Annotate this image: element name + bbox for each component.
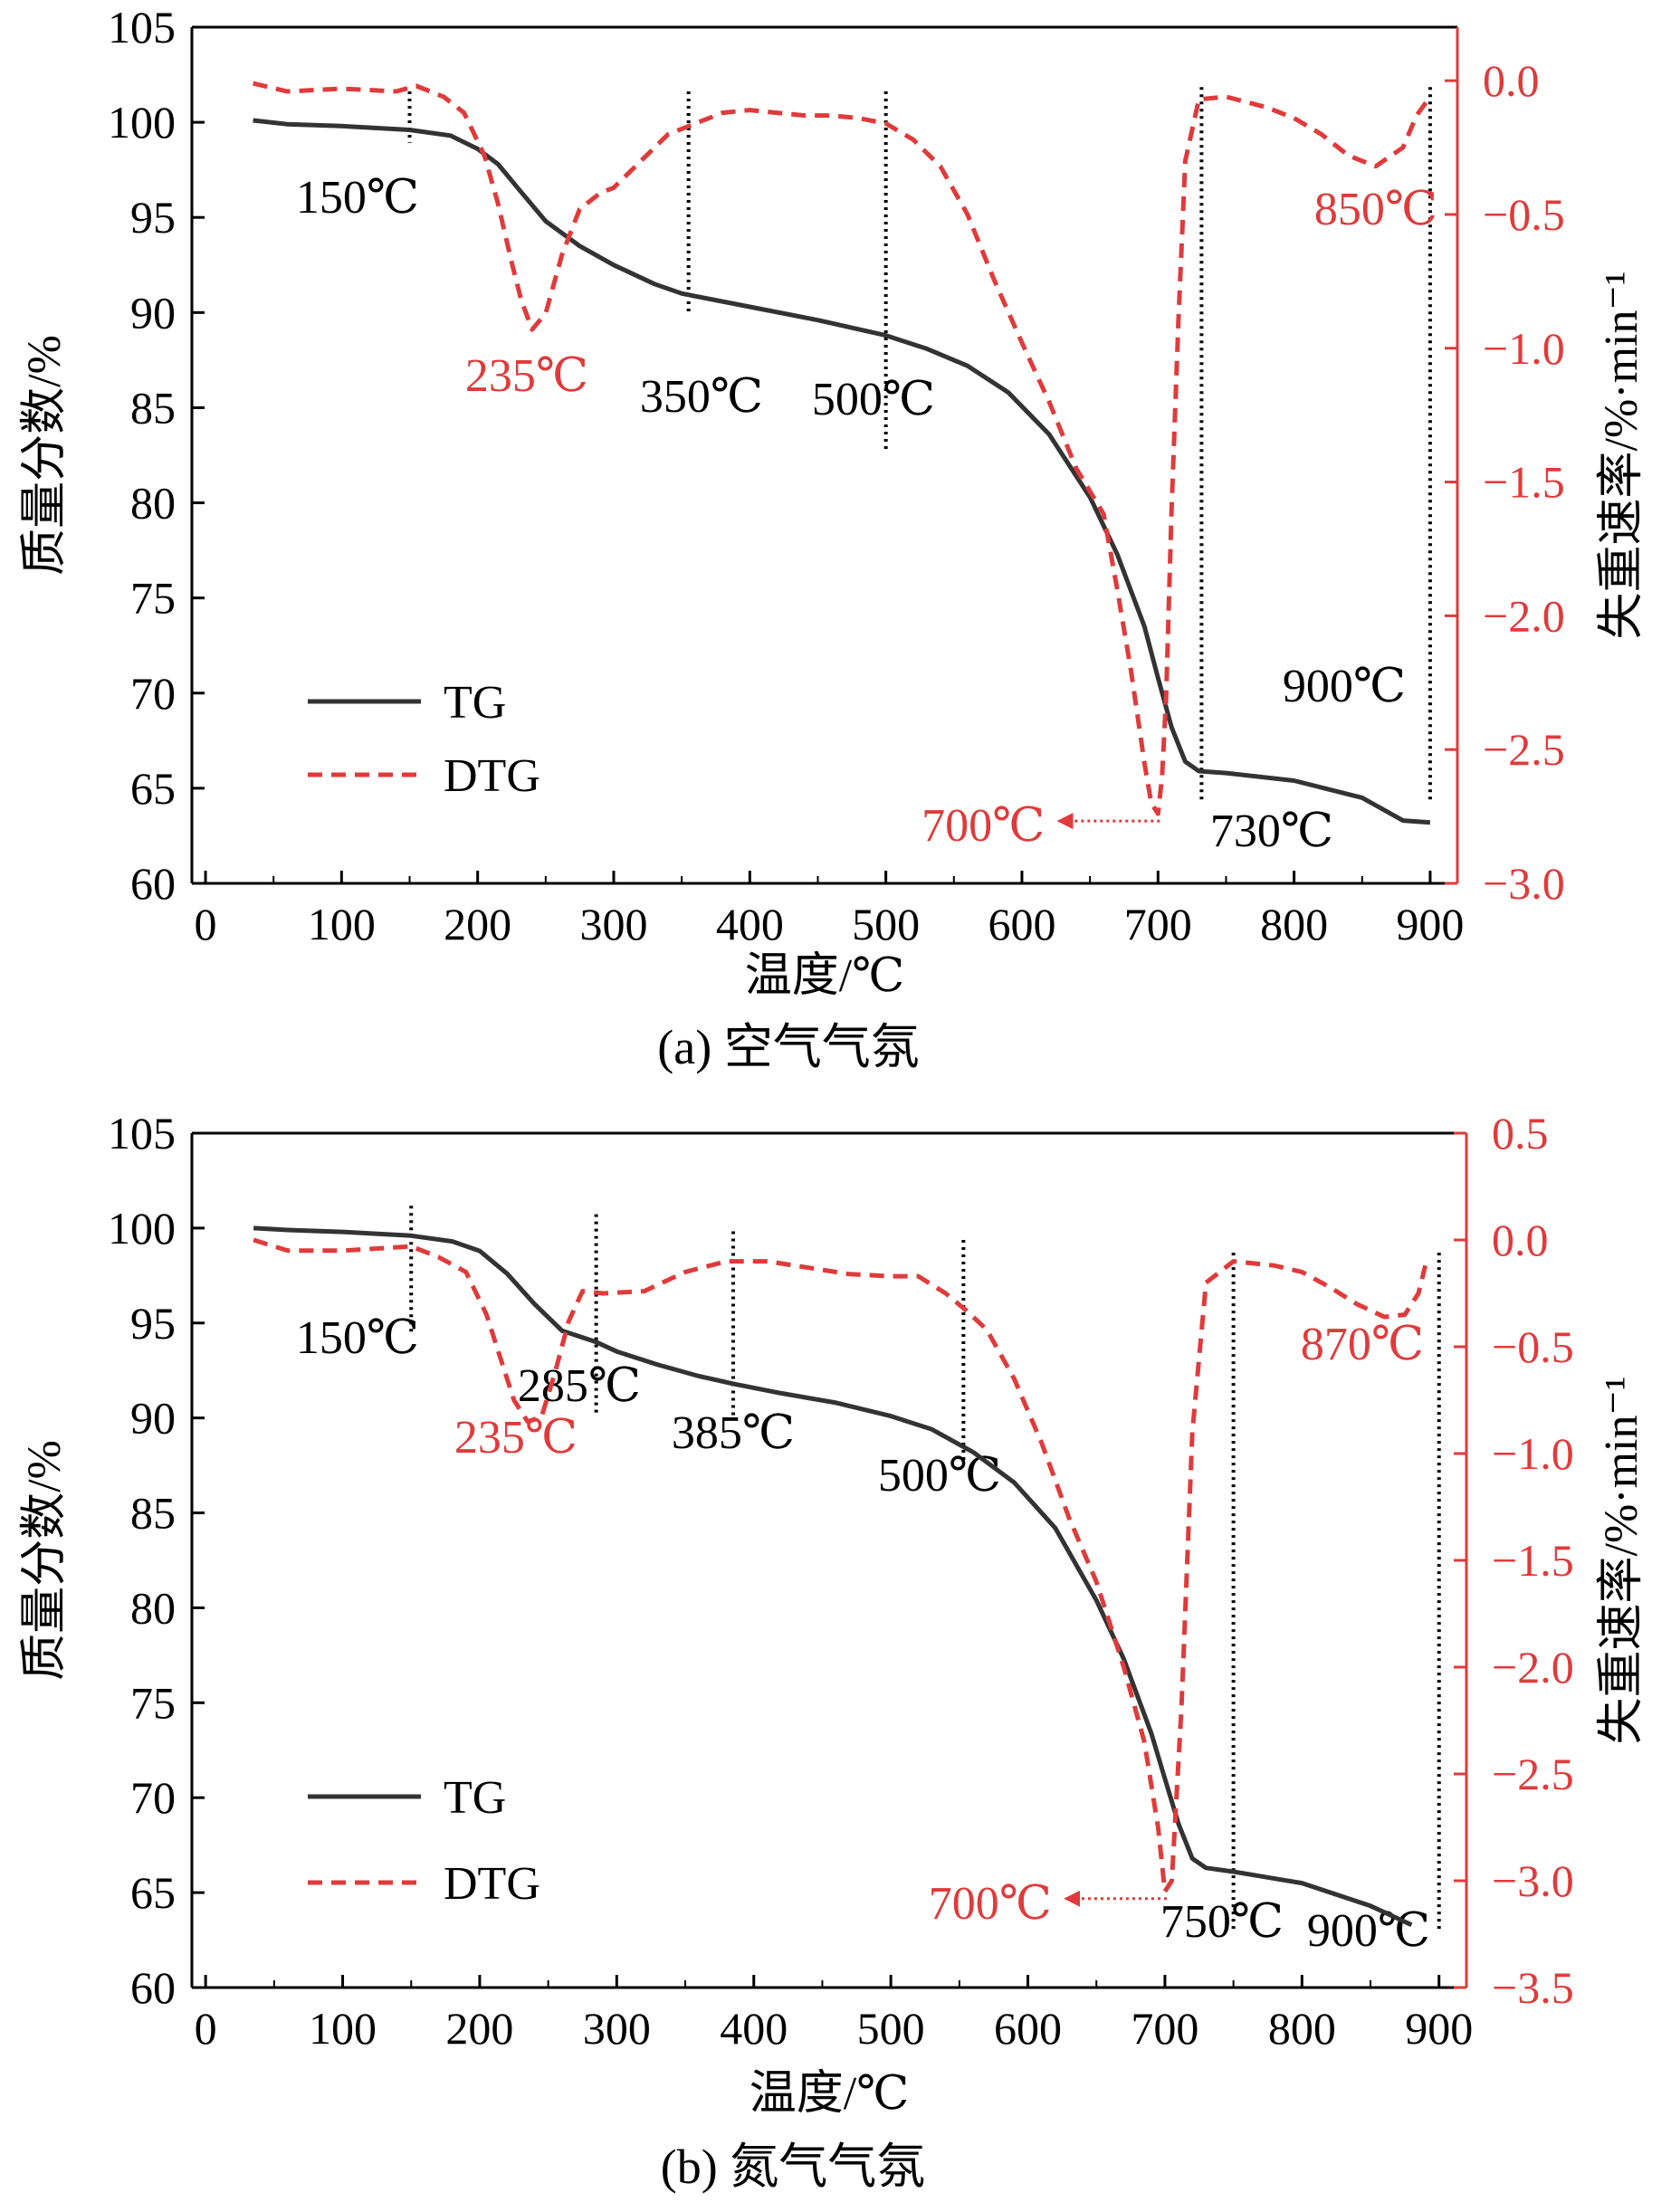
y-axis-label: 质量分数/% xyxy=(19,335,71,576)
legend: TG DTG xyxy=(308,1772,540,1910)
peak-label-870: 870℃ xyxy=(1301,1319,1424,1370)
x-tick-label: 300 xyxy=(583,2003,651,2054)
y-tick-label: 80 xyxy=(130,1582,176,1633)
y-tick-label: 70 xyxy=(130,668,176,719)
x-tick-label: 500 xyxy=(852,899,920,949)
x-tick-label: 300 xyxy=(580,899,648,949)
peak-label-858: 850℃ xyxy=(1314,184,1437,235)
x-tick-label: 400 xyxy=(716,899,784,949)
y-tick-label: 75 xyxy=(130,573,176,624)
y2-tick-label: −1.0 xyxy=(1483,323,1565,374)
chart-panel-b: 0 100 200 300 400 500 600 700 800 900 60 65 70 75 80 85… xyxy=(19,1108,1647,2194)
marker-label-355: 350℃ xyxy=(640,371,763,423)
x-tick-label: 200 xyxy=(444,899,511,949)
y-tick-label: 105 xyxy=(108,1108,176,1158)
y-tick-label: 90 xyxy=(130,287,176,338)
y-tick-label: 85 xyxy=(130,1488,176,1539)
y2-tick-label: −0.5 xyxy=(1492,1321,1574,1372)
marker-label-900: 900℃ xyxy=(1307,1905,1430,1957)
y-tick-label: 85 xyxy=(130,382,176,433)
y2-tick-label: −3.0 xyxy=(1492,1855,1574,1906)
x-tick-label: 900 xyxy=(1405,2003,1473,2054)
marker-label-150: 150℃ xyxy=(296,172,419,224)
y-tick-label: 65 xyxy=(130,1867,176,1918)
legend-label-dtg: DTG xyxy=(444,1858,540,1910)
y-tick-label: 65 xyxy=(130,763,176,814)
series-line-dtg xyxy=(253,1237,1428,1894)
y2-tick-label: −2.0 xyxy=(1483,590,1565,641)
marker-label-385: 385℃ xyxy=(672,1407,795,1459)
y-axis-label: 质量分数/% xyxy=(19,1440,71,1681)
marker-label-150: 150℃ xyxy=(296,1312,419,1364)
y2-tick-label: −2.5 xyxy=(1492,1749,1574,1799)
y-tick-label: 95 xyxy=(130,1298,176,1349)
x-tick-label: 100 xyxy=(308,899,376,949)
y-tick-label: 95 xyxy=(130,192,176,243)
legend-label-tg: TG xyxy=(444,677,506,729)
x-tick-label: 100 xyxy=(309,2003,377,2054)
y-tick-label: 70 xyxy=(130,1772,176,1823)
y2-tick-label: −0.5 xyxy=(1483,189,1565,240)
marker-label-900: 900℃ xyxy=(1283,661,1406,712)
x-tick-label: 700 xyxy=(1131,2003,1198,2054)
x-tick-label: 800 xyxy=(1268,2003,1336,2054)
series-line-tg xyxy=(253,118,1431,825)
x-tick-label: 600 xyxy=(994,2003,1062,2054)
y2-tick-label: 0.5 xyxy=(1492,1108,1549,1158)
marker-label-285: 285℃ xyxy=(518,1360,641,1412)
y2-tick-label: −1.0 xyxy=(1492,1428,1574,1479)
chart-panel-a: 0 100 200 300 400 500 600 700 800 900 60 65 70 75 80 85… xyxy=(19,2,1647,1074)
peak-label-240: 235℃ xyxy=(465,350,588,402)
peak-label-700: 700℃ xyxy=(921,800,1045,852)
x-tick-label: 600 xyxy=(988,899,1055,949)
y-tick-label: 90 xyxy=(130,1393,176,1444)
marker-label-500: 500℃ xyxy=(812,374,935,425)
marker-label-732: 730℃ xyxy=(1210,806,1333,857)
y2-axis-label: 失重速率/%·min⁻¹ xyxy=(1596,271,1647,639)
peak-label-700: 700℃ xyxy=(929,1878,1052,1930)
y2-tick-label: −2.5 xyxy=(1483,724,1565,775)
x-tick-label: 900 xyxy=(1396,899,1464,949)
y2-tick-label: 0.0 xyxy=(1483,55,1540,106)
legend-label-dtg: DTG xyxy=(444,750,540,802)
x-tick-label: 700 xyxy=(1124,899,1192,949)
x-tick-label: 0 xyxy=(195,2003,217,2054)
y2-tick-label: −2.0 xyxy=(1492,1642,1574,1692)
y-tick-label: 100 xyxy=(108,1203,176,1254)
marker-label-750: 750℃ xyxy=(1160,1896,1284,1948)
peak-label-235: 235℃ xyxy=(454,1412,578,1464)
y2-tick-label: −1.5 xyxy=(1492,1535,1574,1586)
x-tick-label: 0 xyxy=(195,899,217,949)
y2-tick-label: 0.0 xyxy=(1492,1215,1549,1265)
legend: TG DTG xyxy=(308,677,540,802)
y-tick-label: 100 xyxy=(108,97,176,148)
panel-caption: (b) 氮气气氛 xyxy=(661,2140,925,2194)
x-tick-label: 400 xyxy=(720,2003,788,2054)
series-line-dtg xyxy=(253,81,1432,816)
y-tick-label: 80 xyxy=(130,478,176,529)
y2-tick-label: −3.0 xyxy=(1483,858,1565,909)
y2-tick-label: −3.5 xyxy=(1492,1962,1574,2013)
x-tick-label: 200 xyxy=(445,2003,513,2054)
y-tick-label: 105 xyxy=(108,2,176,52)
x-axis-label: 温度/℃ xyxy=(750,2068,910,2120)
series-line-tg xyxy=(253,1225,1413,1928)
y-tick-label: 75 xyxy=(130,1677,176,1728)
y2-tick-label: −1.5 xyxy=(1483,457,1565,508)
y-tick-label: 60 xyxy=(130,1962,176,2013)
panel-caption: (a) 空气气氛 xyxy=(657,1020,919,1074)
x-tick-label: 800 xyxy=(1260,899,1328,949)
y2-axis-label: 失重速率/%·min⁻¹ xyxy=(1596,1376,1647,1744)
x-tick-label: 500 xyxy=(857,2003,925,2054)
y-tick-label: 60 xyxy=(130,858,176,909)
legend-label-tg: TG xyxy=(444,1772,506,1824)
x-axis-label: 温度/℃ xyxy=(745,950,905,1002)
